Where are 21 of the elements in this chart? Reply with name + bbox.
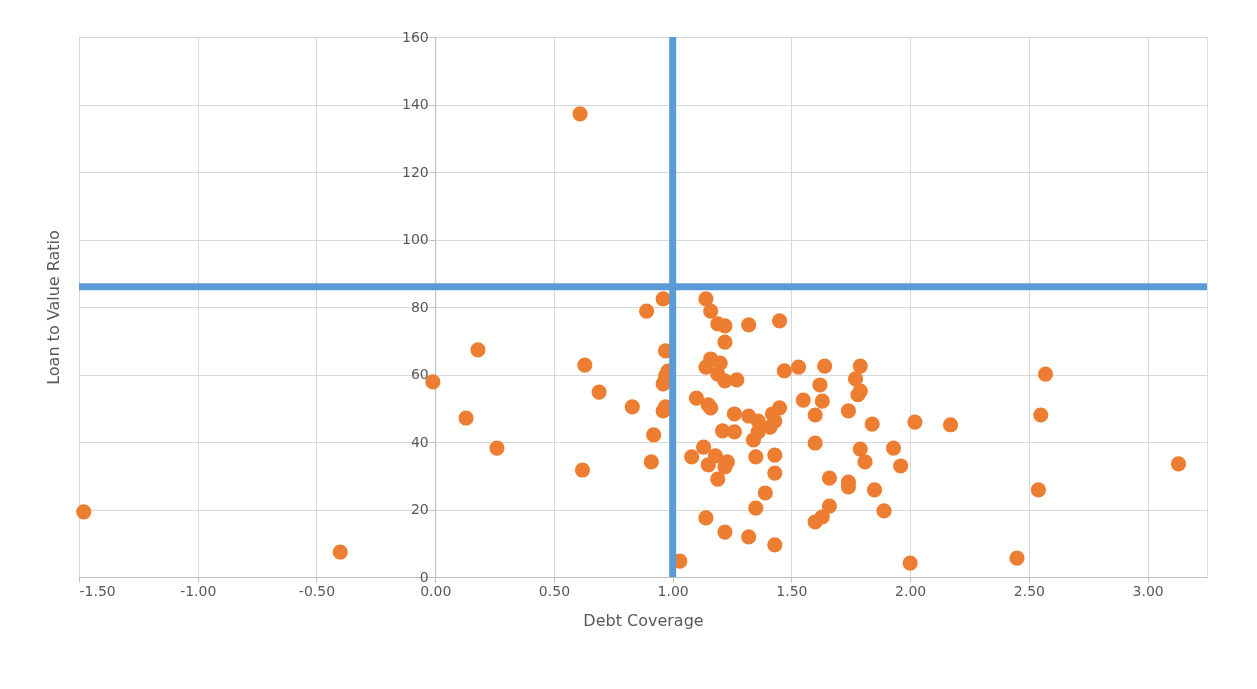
y-axis-title: Loan to Value Ratio: [43, 230, 63, 385]
y-tick-label: 60: [410, 366, 429, 382]
y-tick-label: 160: [401, 28, 429, 45]
x-tick-label: 3.00: [1132, 582, 1164, 599]
x-tick-label: -0.50: [298, 582, 336, 599]
x-tick-label: -1.50: [79, 582, 116, 599]
y-tick-label: 120: [401, 163, 429, 180]
x-tick-label: 1.00: [657, 582, 689, 599]
x-axis-title: Debt Coverage: [583, 610, 704, 630]
x-tick-label: 0.50: [538, 582, 571, 599]
x-tick-label: -1.00: [180, 582, 217, 599]
y-tick-label: 0: [419, 568, 429, 585]
x-tick-label: 1.50: [776, 582, 808, 599]
x-tick-label: 2.50: [1013, 582, 1045, 599]
y-tick-label: 20: [410, 501, 429, 517]
y-tick-label: 40: [410, 433, 429, 450]
y-tick-label: 140: [401, 96, 429, 112]
y-tick-label: 100: [401, 231, 429, 247]
x-tick-label: 0.00: [420, 582, 452, 599]
x-tick-label: 2.00: [895, 582, 927, 599]
y-tick-label: 80: [410, 298, 429, 315]
